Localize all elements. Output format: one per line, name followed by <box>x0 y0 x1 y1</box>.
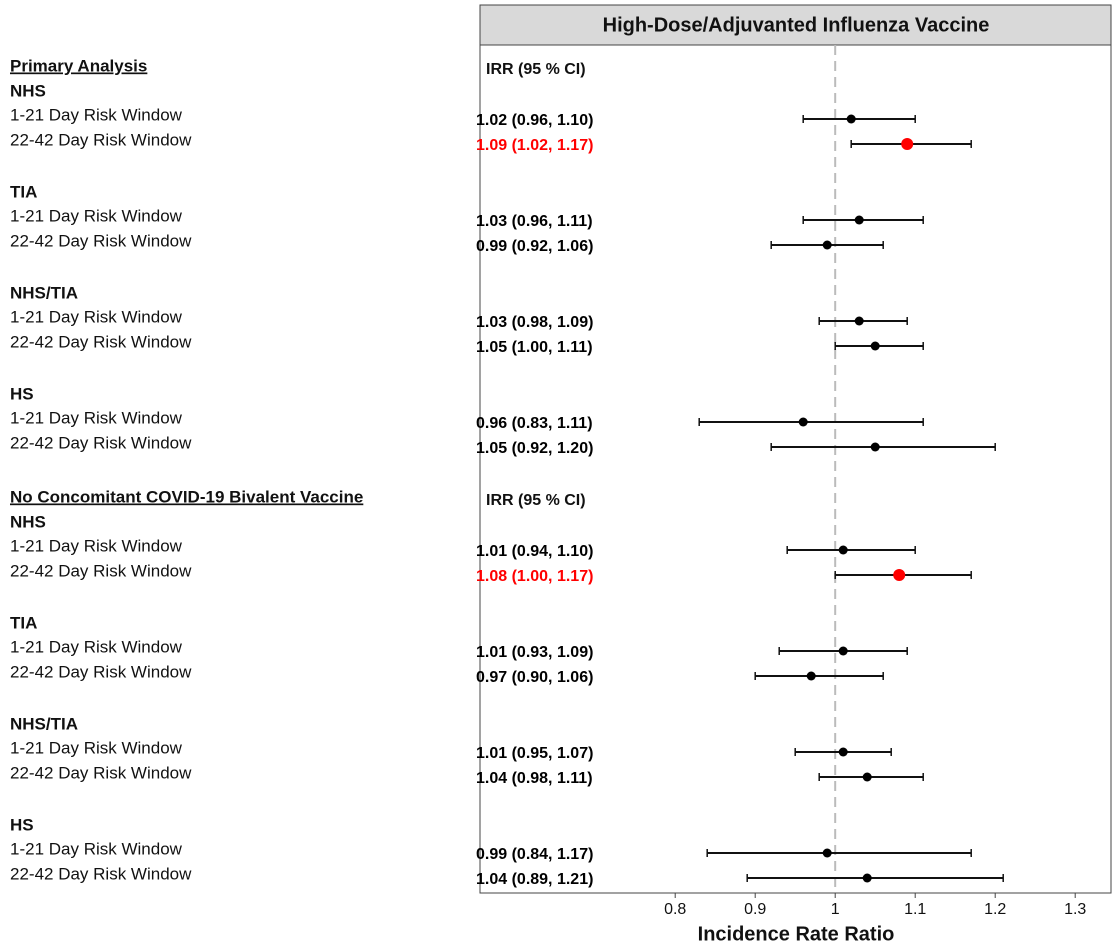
point-estimate <box>846 114 856 124</box>
section-title: No Concomitant COVID-19 Bivalent Vaccine <box>10 487 363 506</box>
row-label: 1-21 Day Risk Window <box>10 839 183 858</box>
section-title: Primary Analysis <box>10 56 147 75</box>
point-estimate <box>838 545 848 555</box>
row-label: 1-21 Day Risk Window <box>10 536 183 555</box>
row-label: 1-21 Day Risk Window <box>10 105 183 124</box>
value-label: 1.05 (1.00, 1.11) <box>476 339 593 356</box>
point-estimate <box>854 215 864 225</box>
value-label: 1.03 (0.98, 1.09) <box>476 314 593 331</box>
group-name: TIA <box>10 613 37 632</box>
point-estimate <box>838 646 848 656</box>
row-label: 22-42 Day Risk Window <box>10 231 192 250</box>
ci-header: IRR (95 % CI) <box>486 61 586 78</box>
point-estimate <box>806 671 816 681</box>
row-label: 22-42 Day Risk Window <box>10 662 192 681</box>
panel-header <box>479 4 1112 46</box>
value-label: 1.02 (0.96, 1.10) <box>476 112 593 129</box>
value-label: 0.96 (0.83, 1.11) <box>476 415 593 432</box>
row-label: 1-21 Day Risk Window <box>10 738 183 757</box>
row-label: 22-42 Day Risk Window <box>10 864 192 883</box>
row-label: 1-21 Day Risk Window <box>10 637 183 656</box>
value-label: 1.09 (1.02, 1.17) <box>476 137 593 154</box>
x-tick-label: 1.2 <box>984 901 1006 918</box>
x-tick-label: 1.1 <box>904 901 926 918</box>
value-label: 1.04 (0.89, 1.21) <box>476 871 593 888</box>
row-label: 22-42 Day Risk Window <box>10 561 192 580</box>
row-label: 1-21 Day Risk Window <box>10 307 183 326</box>
group-name: NHS <box>10 81 46 100</box>
value-label: 1.08 (1.00, 1.17) <box>476 568 593 585</box>
point-estimate <box>901 138 914 150</box>
point-estimate <box>822 240 832 250</box>
point-estimate <box>838 747 848 757</box>
x-tick-label: 0.9 <box>744 901 766 918</box>
value-label: 0.97 (0.90, 1.06) <box>476 669 593 686</box>
group-name: NHS <box>10 512 46 531</box>
chart-title: High-Dose/Adjuvanted Influenza Vaccine <box>603 14 990 36</box>
ci-header: IRR (95 % CI) <box>486 492 586 509</box>
group-name: HS <box>10 384 34 403</box>
row-label: 22-42 Day Risk Window <box>10 433 192 452</box>
value-label: 1.03 (0.96, 1.11) <box>476 213 593 230</box>
group-name: NHS/TIA <box>10 714 78 733</box>
value-label: 1.05 (0.92, 1.20) <box>476 440 593 457</box>
x-tick-label: 1.3 <box>1064 901 1086 918</box>
group-name: HS <box>10 815 34 834</box>
point-estimate <box>870 442 880 452</box>
group-name: TIA <box>10 182 37 201</box>
x-axis-label: Incidence Rate Ratio <box>698 923 895 945</box>
x-tick-label: 0.8 <box>664 901 686 918</box>
group-name: NHS/TIA <box>10 283 78 302</box>
point-estimate <box>822 848 832 858</box>
row-label: 1-21 Day Risk Window <box>10 206 183 225</box>
x-tick-label: 1 <box>831 901 840 918</box>
value-label: 1.04 (0.98, 1.11) <box>476 770 593 787</box>
point-estimate <box>798 417 808 427</box>
point-estimate <box>854 316 864 326</box>
point-estimate <box>862 873 872 883</box>
row-label: 22-42 Day Risk Window <box>10 332 192 351</box>
value-label: 1.01 (0.94, 1.10) <box>476 543 593 560</box>
value-label: 1.01 (0.93, 1.09) <box>476 644 593 661</box>
value-label: 1.01 (0.95, 1.07) <box>476 745 593 762</box>
point-estimate <box>870 341 880 351</box>
point-estimate <box>862 772 872 782</box>
point-estimate <box>893 569 906 581</box>
value-label: 0.99 (0.92, 1.06) <box>476 238 593 255</box>
value-label: 0.99 (0.84, 1.17) <box>476 846 593 863</box>
row-label: 22-42 Day Risk Window <box>10 130 192 149</box>
row-label: 1-21 Day Risk Window <box>10 408 183 427</box>
row-label: 22-42 Day Risk Window <box>10 763 192 782</box>
